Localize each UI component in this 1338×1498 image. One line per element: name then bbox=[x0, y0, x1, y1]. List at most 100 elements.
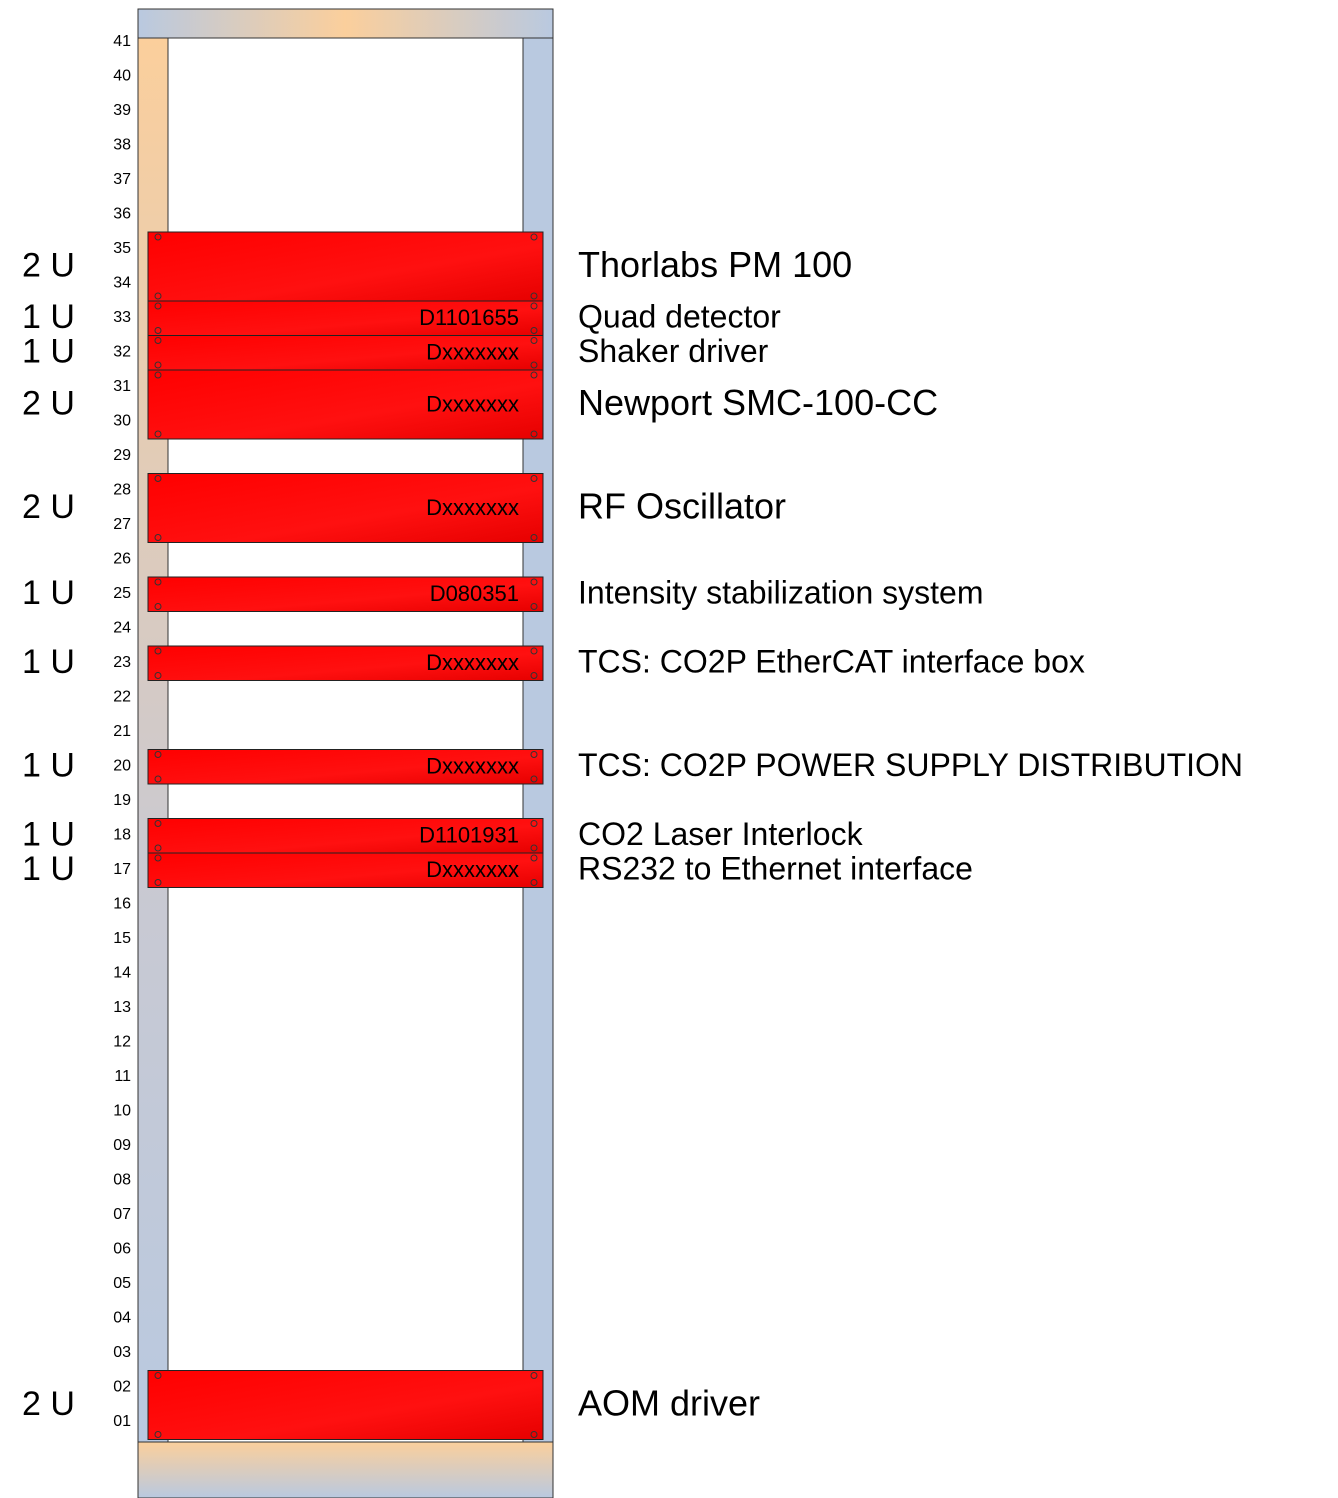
device-panel bbox=[147, 1370, 544, 1440]
device-panel bbox=[147, 576, 544, 612]
unit-number: 06 bbox=[113, 1241, 131, 1258]
screw bbox=[154, 578, 162, 586]
screw bbox=[530, 751, 538, 758]
rack-top bbox=[137, 8, 554, 39]
unit-number: 24 bbox=[113, 620, 131, 637]
screw bbox=[530, 647, 538, 655]
device-name: Shaker driver bbox=[578, 333, 769, 369]
screw bbox=[154, 327, 162, 334]
screw bbox=[154, 475, 162, 482]
unit-number: 15 bbox=[113, 930, 131, 947]
screw bbox=[154, 775, 162, 783]
device-name: RF Oscillator bbox=[578, 486, 786, 527]
part-number: Dxxxxxxx bbox=[426, 754, 519, 779]
device-name: Quad detector bbox=[578, 299, 781, 335]
unit-number: 37 bbox=[113, 171, 131, 188]
part-number: D080351 bbox=[430, 581, 519, 606]
unit-number: 09 bbox=[113, 1137, 131, 1154]
screw bbox=[154, 302, 162, 310]
unit-number: 38 bbox=[113, 137, 131, 154]
unit-number: 33 bbox=[113, 309, 131, 326]
unit-number: 03 bbox=[113, 1344, 131, 1361]
device-name: Intensity stabilization system bbox=[578, 575, 984, 611]
unit-size: 1 U bbox=[22, 850, 75, 888]
device-name: Newport SMC-100-CC bbox=[578, 382, 938, 423]
screw bbox=[154, 430, 162, 438]
unit-number: 20 bbox=[113, 758, 131, 775]
unit-size: 1 U bbox=[22, 298, 75, 336]
screw bbox=[154, 292, 162, 300]
unit-number: 32 bbox=[113, 344, 131, 361]
unit-number: 14 bbox=[113, 965, 131, 982]
screw bbox=[530, 475, 538, 482]
device-panel bbox=[147, 852, 544, 888]
unit-size: 2 U bbox=[22, 1385, 75, 1423]
screw bbox=[530, 1431, 538, 1438]
unit-number: 31 bbox=[113, 378, 131, 395]
part-number: D1101931 bbox=[419, 823, 519, 848]
screw bbox=[154, 337, 162, 344]
part-number: Dxxxxxxx bbox=[426, 391, 519, 416]
unit-size: 1 U bbox=[22, 333, 75, 371]
unit-number: 02 bbox=[113, 1379, 131, 1396]
screw bbox=[530, 233, 538, 241]
unit-number: 16 bbox=[113, 896, 131, 913]
unit-number: 40 bbox=[113, 68, 131, 85]
screw bbox=[530, 327, 538, 334]
unit-size: 1 U bbox=[22, 643, 75, 681]
screw bbox=[530, 292, 538, 300]
screw bbox=[154, 233, 162, 241]
screw bbox=[530, 534, 538, 541]
part-number: Dxxxxxxx bbox=[426, 857, 519, 882]
screw bbox=[154, 534, 162, 541]
device-panel bbox=[147, 231, 544, 302]
unit-number: 05 bbox=[113, 1275, 131, 1292]
unit-number: 17 bbox=[113, 861, 131, 878]
unit-number: 18 bbox=[113, 827, 131, 844]
screw bbox=[530, 820, 538, 827]
unit-number: 01 bbox=[113, 1413, 131, 1430]
screw bbox=[154, 1372, 162, 1379]
device-panel bbox=[147, 473, 544, 543]
unit-number: 22 bbox=[113, 689, 131, 706]
part-number: Dxxxxxxx bbox=[426, 650, 519, 675]
device-name: AOM driver bbox=[578, 1383, 760, 1424]
unit-number: 30 bbox=[113, 413, 131, 430]
unit-size: 2 U bbox=[22, 246, 75, 284]
screw bbox=[154, 672, 162, 679]
unit-number: 19 bbox=[113, 792, 131, 809]
part-number: D1101655 bbox=[419, 305, 519, 330]
device-name: Thorlabs PM 100 bbox=[578, 244, 852, 285]
screw bbox=[154, 371, 162, 379]
screw bbox=[530, 361, 538, 369]
device-panel bbox=[147, 818, 544, 854]
screw bbox=[530, 371, 538, 379]
unit-number: 11 bbox=[114, 1068, 131, 1085]
screw bbox=[154, 844, 162, 852]
rack-contents: 41 40 39 38 37 36 35 34 33 32 31 30 29 28 27 26 25 24 23 22… bbox=[22, 33, 1243, 1440]
unit-number: 13 bbox=[113, 999, 131, 1016]
device-name: CO2 Laser Interlock bbox=[578, 816, 864, 852]
unit-number: 08 bbox=[113, 1172, 131, 1189]
unit-number: 07 bbox=[113, 1206, 131, 1223]
screw bbox=[154, 879, 162, 886]
screw bbox=[530, 1372, 538, 1379]
unit-number: 39 bbox=[113, 102, 131, 119]
device-panel bbox=[147, 335, 544, 371]
screw bbox=[154, 751, 162, 758]
part-number: Dxxxxxxx bbox=[426, 495, 519, 520]
screw bbox=[530, 302, 538, 310]
unit-size: 1 U bbox=[22, 747, 75, 785]
screw bbox=[154, 1431, 162, 1438]
screw bbox=[530, 578, 538, 586]
unit-size: 1 U bbox=[22, 574, 75, 612]
unit-number: 36 bbox=[113, 206, 131, 223]
device-name: TCS: CO2P EtherCAT interface box bbox=[578, 644, 1085, 680]
screw bbox=[154, 603, 162, 610]
unit-size: 2 U bbox=[22, 488, 75, 526]
screw bbox=[154, 647, 162, 655]
screw bbox=[154, 854, 162, 862]
screw bbox=[154, 820, 162, 827]
unit-number: 10 bbox=[113, 1103, 131, 1120]
